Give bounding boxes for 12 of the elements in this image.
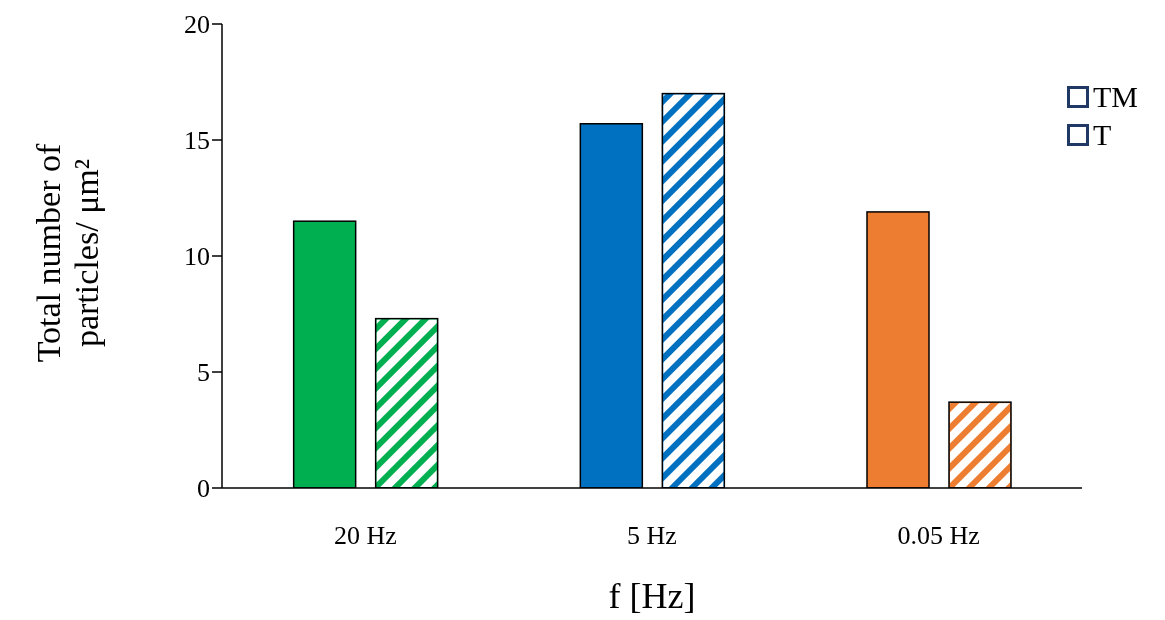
y-tick-label: 5 [197,358,210,388]
text: T [1093,118,1112,152]
y-tick-label: 20 [184,10,210,40]
y-axis-title: Total number of particles/ μm² [30,143,105,363]
x-tick-label: 20 Hz [333,521,397,551]
y-tick-label: 10 [184,242,210,272]
x-tick-label: 5 Hz [627,521,677,551]
y-tick-label: 15 [184,126,210,156]
x-tick-label: 0.05 Hz [897,521,980,551]
x-axis-title: f [Hz] [608,576,696,616]
text: TM [1093,80,1138,114]
y-tick-label: 0 [197,474,210,504]
